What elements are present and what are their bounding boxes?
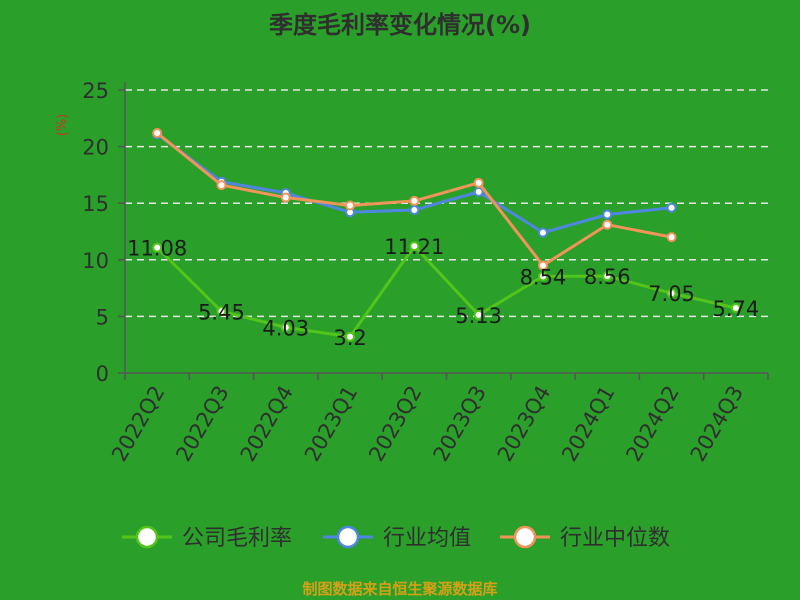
x-tick-label: 2023Q4 — [493, 382, 555, 466]
series-line — [156, 132, 672, 235]
data-point — [537, 260, 548, 271]
y-axis-label: (%) — [55, 114, 70, 137]
x-tick-label: 2023Q2 — [364, 382, 426, 466]
y-tick-label: 5 — [96, 305, 109, 329]
x-tick-label: 2022Q2 — [107, 382, 169, 466]
data-labels: 11.08 5.45 4.03 3.2 11.21 5.13 8.54 8.56 7.05 5.7… — [127, 235, 759, 350]
chart-title: 季度毛利率变化情况(%) — [269, 11, 531, 39]
data-point — [409, 204, 420, 215]
data-label: 8.54 — [520, 265, 567, 289]
series-line — [156, 244, 737, 339]
x-tick-label: 2024Q3 — [686, 382, 748, 466]
x-tick-label: 2024Q1 — [557, 382, 619, 466]
legend-swatch-marker — [336, 525, 360, 549]
legend-label: 公司毛利率 — [182, 526, 292, 551]
x-tick-label: 2023Q3 — [429, 382, 491, 466]
data-label: 8.56 — [584, 265, 631, 289]
legend-item: 行业均值 — [323, 525, 471, 551]
data-label: 5.45 — [198, 300, 245, 324]
x-tick-label: 2024Q2 — [621, 382, 683, 466]
x-tick-label: 2023Q1 — [300, 382, 362, 466]
data-label: 7.05 — [648, 282, 695, 306]
data-point — [666, 202, 677, 213]
legend-item: 行业中位数 — [500, 525, 670, 551]
data-point — [152, 128, 163, 139]
data-label: 4.03 — [262, 316, 309, 340]
x-tick-label: 2022Q3 — [171, 382, 233, 466]
y-tick-label: 0 — [96, 362, 109, 386]
data-point — [602, 209, 613, 220]
data-point — [473, 177, 484, 188]
data-label: 3.2 — [333, 326, 366, 350]
data-point — [730, 303, 741, 314]
legend-swatch-marker — [513, 525, 537, 549]
data-point — [473, 186, 484, 197]
data-point — [280, 322, 291, 333]
data-point — [602, 219, 613, 230]
legend-label: 行业中位数 — [560, 526, 670, 551]
data-point — [666, 232, 677, 243]
x-tick-label: 2022Q4 — [236, 382, 298, 466]
data-label: 5.74 — [712, 297, 759, 321]
series-lines — [152, 128, 741, 342]
data-point — [666, 288, 677, 299]
y-tick-label: 25 — [82, 79, 109, 103]
data-label: 11.08 — [127, 237, 187, 261]
data-point — [216, 180, 227, 191]
data-point — [537, 271, 548, 282]
data-point — [280, 192, 291, 203]
y-tick-label: 20 — [82, 136, 109, 160]
data-point — [409, 241, 420, 252]
data-point — [409, 195, 420, 206]
data-point — [473, 309, 484, 320]
legend-item: 公司毛利率 — [122, 525, 292, 551]
axes: 0 5 10 15 20 25 2022Q2 2022Q3 2022Q4 2023Q1 2023Q2… — [82, 79, 769, 466]
legend: 公司毛利率 行业均值 行业中位数 — [122, 525, 670, 551]
data-label: 5.13 — [455, 304, 502, 328]
legend-swatch-marker — [135, 525, 159, 549]
data-point — [152, 242, 163, 253]
legend-label: 行业均值 — [383, 526, 471, 551]
data-point — [216, 306, 227, 317]
y-tick-label: 15 — [82, 192, 109, 216]
source-note: 制图数据来自恒生聚源数据库 — [302, 580, 497, 598]
data-label: 11.21 — [384, 235, 444, 259]
y-tick-label: 10 — [82, 249, 109, 273]
data-point — [345, 331, 356, 342]
data-point — [602, 271, 613, 282]
data-point — [345, 200, 356, 211]
data-point — [537, 227, 548, 238]
